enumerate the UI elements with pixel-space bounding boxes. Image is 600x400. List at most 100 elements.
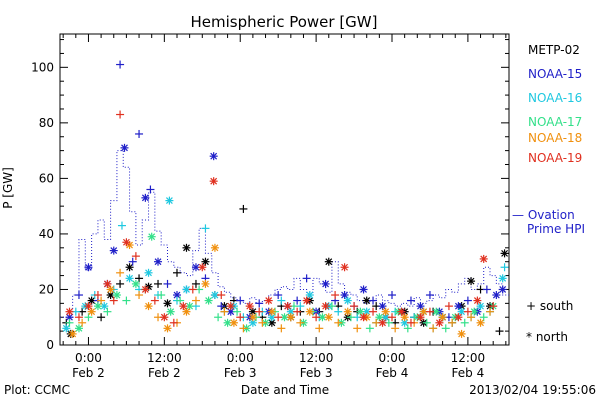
x-tick-date-label: Feb 2 bbox=[72, 366, 105, 380]
point-noaa-17-north bbox=[375, 313, 384, 322]
x-tick-date-label: Feb 3 bbox=[224, 366, 257, 380]
point-noaa-18-south bbox=[97, 296, 106, 305]
marker-stroke bbox=[268, 319, 276, 327]
point-noaa-15-south bbox=[463, 296, 472, 305]
point-metp-02-north bbox=[324, 257, 333, 266]
marker-stroke bbox=[319, 313, 326, 321]
point-noaa-19-north bbox=[84, 302, 93, 311]
ovation-step-path bbox=[60, 150, 509, 318]
x-tick-time-label: 12:00 bbox=[147, 351, 182, 365]
point-noaa-19-north bbox=[245, 302, 254, 311]
point-noaa-18-north bbox=[400, 313, 409, 322]
marker-stroke bbox=[66, 313, 73, 321]
marker-stroke bbox=[179, 302, 187, 310]
legend-ovation-line-1: — Ovation bbox=[512, 208, 575, 222]
marker-stroke bbox=[249, 319, 257, 327]
marker-stroke bbox=[379, 302, 386, 310]
point-noaa-17-south bbox=[65, 318, 74, 327]
legend-north-marker: * north bbox=[526, 330, 568, 344]
x-axis-label: Date and Time bbox=[241, 383, 329, 397]
point-metp-02-south bbox=[191, 279, 200, 288]
marker-stroke bbox=[126, 274, 133, 282]
plot-source-label: Plot: CCMC bbox=[4, 383, 70, 397]
point-noaa-19-south bbox=[444, 302, 453, 311]
point-noaa-18-south bbox=[353, 324, 362, 333]
x-tick-date-label: Feb 2 bbox=[148, 366, 181, 380]
point-noaa-15-south bbox=[146, 185, 155, 194]
point-noaa-19-south bbox=[217, 291, 226, 300]
point-noaa-18-south bbox=[277, 324, 286, 333]
marker-stroke bbox=[344, 297, 352, 304]
marker-stroke bbox=[401, 313, 409, 321]
point-noaa-15-south bbox=[116, 60, 125, 69]
point-noaa-18-north bbox=[229, 318, 238, 327]
x-tick-time-label: 0:00 bbox=[75, 351, 102, 365]
point-noaa-17-north bbox=[93, 302, 102, 311]
marker-stroke bbox=[173, 291, 181, 299]
marker-stroke bbox=[417, 313, 424, 321]
point-noaa-18-north bbox=[106, 285, 115, 294]
marker-stroke bbox=[122, 238, 130, 246]
point-noaa-19-north bbox=[473, 296, 482, 305]
marker-stroke bbox=[360, 313, 367, 321]
point-noaa-15-south bbox=[163, 279, 172, 288]
marker-stroke bbox=[249, 313, 257, 321]
y-tick-labels: 0 20 40 60 80 100 bbox=[31, 60, 54, 352]
y-tick-label: 0 bbox=[46, 338, 54, 352]
marker-stroke bbox=[160, 313, 168, 321]
point-noaa-15-north bbox=[84, 263, 93, 272]
point-noaa-17-south bbox=[460, 318, 469, 327]
marker-stroke bbox=[499, 286, 507, 293]
point-metp-02-north bbox=[182, 243, 191, 252]
point-noaa-15-south bbox=[255, 299, 264, 308]
point-noaa-15-south bbox=[274, 291, 283, 300]
marker-stroke bbox=[284, 302, 292, 310]
point-noaa-19-south bbox=[388, 313, 397, 322]
point-noaa-19-south bbox=[150, 296, 159, 305]
point-noaa-19-north bbox=[397, 307, 406, 316]
point-noaa-17-north bbox=[204, 296, 213, 305]
point-noaa-15-south bbox=[236, 296, 245, 305]
x-tick-date-label: Feb 3 bbox=[300, 366, 333, 380]
point-noaa-18-north bbox=[419, 307, 428, 316]
point-noaa-16-north bbox=[125, 274, 134, 283]
point-noaa-19-south bbox=[293, 307, 302, 316]
marker-stroke bbox=[94, 302, 102, 310]
x-tick-date-label: Feb 4 bbox=[376, 366, 409, 380]
point-noaa-17-south bbox=[365, 324, 374, 333]
marker-stroke bbox=[88, 297, 96, 304]
y-tick-label: 60 bbox=[39, 171, 54, 185]
marker-stroke bbox=[306, 291, 314, 299]
plot-timestamp: 2013/02/04 19:55:06 bbox=[469, 383, 596, 397]
marker-stroke bbox=[164, 299, 171, 307]
marker-stroke bbox=[107, 291, 115, 299]
point-metp-02-north bbox=[467, 277, 476, 286]
point-noaa-15-north bbox=[492, 291, 501, 300]
marker-stroke bbox=[202, 280, 209, 288]
point-noaa-17-south bbox=[176, 296, 185, 305]
x-tick-time-label: 0:00 bbox=[227, 351, 254, 365]
point-noaa-19-south bbox=[489, 302, 498, 311]
marker-stroke bbox=[165, 197, 173, 205]
marker-stroke bbox=[211, 244, 219, 252]
x-tick-time-label: 0:00 bbox=[379, 351, 406, 365]
marker-stroke bbox=[454, 302, 462, 310]
marker-stroke bbox=[113, 291, 121, 299]
point-noaa-17-north bbox=[166, 307, 175, 316]
point-noaa-19-north bbox=[103, 279, 112, 288]
x-tick-time-label: 12:00 bbox=[451, 351, 486, 365]
marker-stroke bbox=[467, 277, 475, 285]
marker-stroke bbox=[287, 308, 295, 316]
plot-axes bbox=[59, 33, 510, 346]
point-noaa-15-south bbox=[128, 257, 137, 266]
marker-stroke bbox=[439, 313, 447, 321]
point-metp-02-south bbox=[495, 327, 504, 336]
point-noaa-19-south bbox=[312, 313, 321, 322]
y-tick-label: 20 bbox=[39, 282, 54, 296]
point-noaa-17-south bbox=[403, 324, 412, 333]
marker-stroke bbox=[192, 263, 200, 271]
point-noaa-19-north bbox=[479, 254, 488, 263]
point-metp-02-south bbox=[135, 274, 144, 283]
point-noaa-16-south bbox=[277, 296, 286, 305]
point-noaa-19-south bbox=[425, 307, 434, 316]
